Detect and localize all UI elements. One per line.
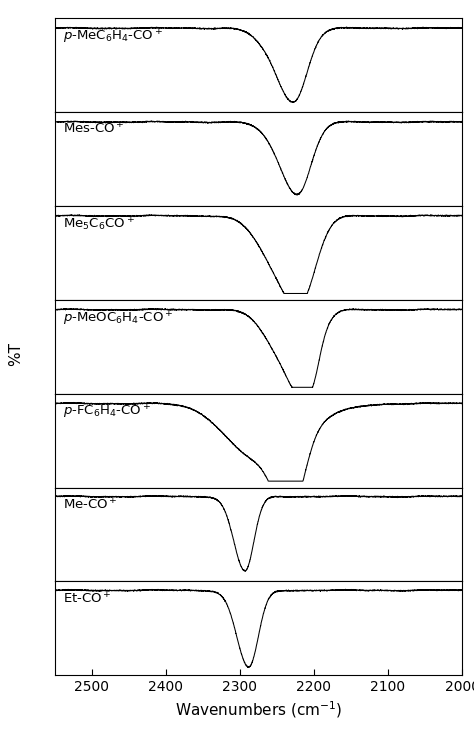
Text: $p$-MeOC$_6$H$_4$-CO$^+$: $p$-MeOC$_6$H$_4$-CO$^+$	[64, 309, 174, 328]
Text: $p$-FC$_6$H$_4$-CO$^+$: $p$-FC$_6$H$_4$-CO$^+$	[64, 403, 152, 421]
Text: $p$-MeC$_6$H$_4$-CO$^+$: $p$-MeC$_6$H$_4$-CO$^+$	[64, 28, 164, 46]
Text: Me-CO$^+$: Me-CO$^+$	[64, 497, 118, 512]
Text: Et-CO$^+$: Et-CO$^+$	[64, 591, 112, 606]
Text: Mes-CO$^+$: Mes-CO$^+$	[64, 122, 125, 137]
Text: %T: %T	[8, 342, 23, 366]
Text: Me$_5$C$_6$CO$^+$: Me$_5$C$_6$CO$^+$	[64, 215, 136, 233]
X-axis label: Wavenumbers (cm$^{-1}$): Wavenumbers (cm$^{-1}$)	[175, 700, 342, 720]
